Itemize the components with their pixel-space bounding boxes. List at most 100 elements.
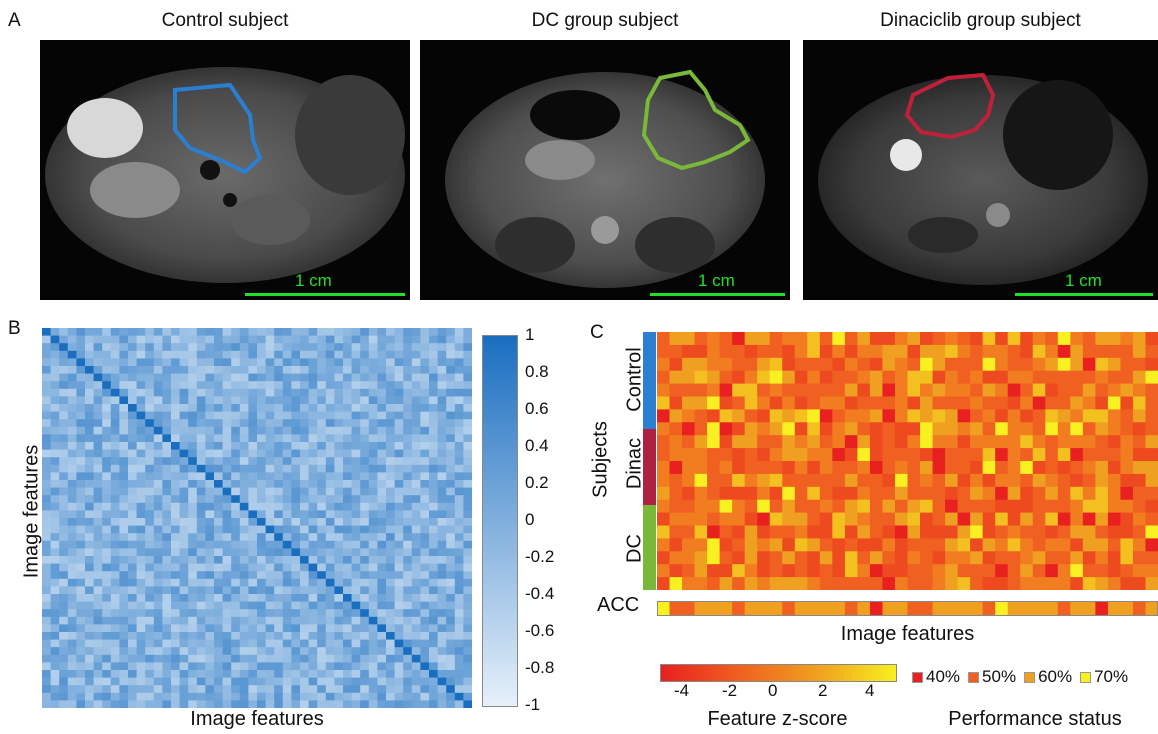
correlation-cell (308, 442, 318, 451)
correlation-cell (454, 700, 464, 708)
correlation-cell (265, 495, 275, 504)
correlation-cell (351, 647, 361, 656)
zscore-cell (719, 538, 733, 552)
correlation-cell (325, 480, 335, 489)
correlation-cell (110, 670, 120, 679)
zscore-cell (882, 461, 896, 475)
correlation-cell (394, 464, 404, 473)
correlation-cell (368, 692, 378, 701)
correlation-cell (446, 700, 456, 708)
correlation-cell (420, 358, 430, 367)
zscore-cell (669, 473, 683, 488)
zscore-cell (669, 409, 683, 423)
correlation-cell (85, 396, 95, 405)
zscore-cell (794, 422, 808, 436)
correlation-cell (265, 464, 275, 473)
correlation-cell (437, 540, 447, 549)
correlation-cell (334, 426, 344, 435)
zscore-cell (957, 383, 971, 397)
correlation-cell (42, 396, 52, 405)
zscore-cell (1132, 551, 1146, 565)
correlation-cell (394, 472, 404, 481)
correlation-cell (411, 335, 421, 344)
zscore-cell (769, 473, 783, 488)
performance-legend: 40% 50% 60% 70% (912, 666, 1158, 688)
zscore-heatmap (657, 332, 1158, 590)
correlation-cell (42, 373, 52, 382)
correlation-cell (437, 419, 447, 428)
correlation-cell (179, 328, 189, 337)
zscore-cell (682, 448, 696, 462)
correlation-cell (85, 685, 95, 694)
correlation-cell (145, 350, 155, 359)
zscore-cell (869, 383, 883, 397)
correlation-cell (239, 411, 249, 420)
correlation-cell (463, 677, 472, 686)
zscore-cell (744, 525, 758, 539)
correlation-cell (231, 692, 241, 701)
zscore-cell (732, 370, 746, 385)
correlation-cell (196, 556, 206, 565)
correlation-cell (136, 685, 146, 694)
correlation-cell (93, 578, 103, 587)
correlation-cell (411, 502, 421, 511)
zscore-cell (995, 486, 1009, 501)
correlation-cell (420, 624, 430, 633)
zscore-cell (894, 435, 908, 449)
correlation-cell (317, 457, 327, 466)
correlation-cell (291, 578, 301, 587)
correlation-cell (446, 442, 456, 451)
correlation-cell (231, 373, 241, 382)
correlation-cell (179, 525, 189, 534)
correlation-cell (248, 654, 258, 663)
zscore-cell (769, 512, 783, 526)
zscore-cell (719, 473, 733, 488)
correlation-cell (222, 647, 232, 656)
correlation-cell (446, 480, 456, 489)
correlation-cell (282, 502, 292, 511)
correlation-cell (171, 692, 181, 701)
correlation-cell (162, 358, 172, 367)
correlation-cell (136, 654, 146, 663)
correlation-cell (437, 335, 447, 344)
correlation-cell (274, 381, 284, 390)
correlation-cell (102, 411, 112, 420)
correlation-cell (317, 533, 327, 542)
correlation-cell (265, 586, 275, 595)
zscore-cell (732, 383, 746, 397)
zscore-cell (995, 409, 1009, 423)
correlation-cell (282, 343, 292, 352)
correlation-cell (67, 388, 77, 397)
correlation-cell (93, 692, 103, 701)
zscore-cell (782, 435, 796, 449)
zscore-cell (819, 332, 833, 346)
correlation-cell (59, 487, 69, 496)
correlation-cell (394, 685, 404, 694)
correlation-cell (420, 350, 430, 359)
correlation-cell (274, 692, 284, 701)
correlation-cell (67, 366, 77, 375)
correlation-cell (351, 358, 361, 367)
zscore-cell (1045, 461, 1059, 475)
zscore-cell (932, 344, 946, 359)
correlation-cell (93, 670, 103, 679)
zscore-cell (1120, 422, 1134, 436)
zscore-cell (707, 564, 721, 578)
correlation-cell (360, 464, 370, 473)
correlation-cell (446, 601, 456, 610)
acc-cell (669, 601, 683, 616)
correlation-cell (291, 647, 301, 656)
correlation-cell (334, 571, 344, 580)
zscore-cell (1070, 448, 1084, 462)
correlation-cell (188, 525, 198, 534)
correlation-cell (403, 457, 413, 466)
correlation-cell (85, 358, 95, 367)
acc-cell (907, 601, 921, 616)
correlation-cell (300, 495, 310, 504)
correlation-cell (102, 404, 112, 413)
correlation-cell (454, 411, 464, 420)
correlation-cell (265, 563, 275, 572)
correlation-cell (50, 548, 60, 557)
zscore-cell (894, 370, 908, 385)
correlation-cell (110, 373, 120, 382)
